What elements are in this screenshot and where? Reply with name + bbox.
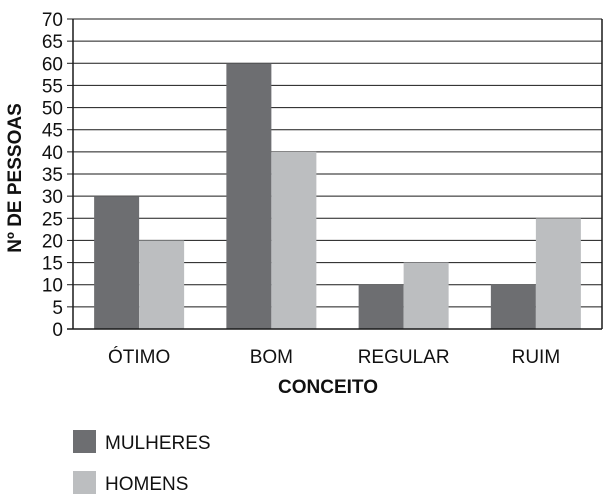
bar-mulheres-otimo xyxy=(94,196,140,329)
y-tick-label-10: 10 xyxy=(42,276,63,297)
y-tick-label-55: 55 xyxy=(42,76,63,97)
x-category-label-ruim: RUIM xyxy=(512,347,561,368)
y-tick-label-15: 15 xyxy=(42,254,63,275)
bars xyxy=(94,63,581,330)
y-tick-label-35: 35 xyxy=(42,165,63,186)
axes xyxy=(67,18,603,330)
y-tick-label-0: 0 xyxy=(52,320,63,341)
bar-mulheres-ruim xyxy=(490,284,536,329)
y-tick-label-25: 25 xyxy=(42,209,63,230)
x-category-label-bom: BOM xyxy=(250,347,293,368)
x-category-label-otimo: ÓTIMO xyxy=(108,346,170,368)
y-tick-label-60: 60 xyxy=(42,54,63,75)
y-tick-label-40: 40 xyxy=(42,143,63,164)
legend-label-homens: HOMENS xyxy=(105,474,188,495)
y-tick-label-30: 30 xyxy=(42,187,63,208)
y-tick-label-70: 70 xyxy=(42,10,63,31)
y-tick-label-5: 5 xyxy=(52,298,63,319)
legend-swatch-mulheres xyxy=(73,430,96,453)
legend-swatch-homens xyxy=(73,471,96,494)
bar-mulheres-bom xyxy=(226,63,272,330)
y-tick-label-50: 50 xyxy=(42,99,63,120)
bar-homens-regular xyxy=(403,262,449,329)
bar-homens-otimo xyxy=(139,240,185,329)
y-tick-label-45: 45 xyxy=(42,121,63,142)
x-category-label-regular: REGULAR xyxy=(358,347,450,368)
bar-mulheres-regular xyxy=(358,284,404,329)
y-tick-label-20: 20 xyxy=(42,231,63,252)
legend-label-mulheres: MULHERES xyxy=(105,433,211,454)
gridlines xyxy=(73,18,602,308)
x-axis-title: CONCEITO xyxy=(278,377,378,398)
bar-homens-bom xyxy=(271,151,317,329)
bar-homens-ruim xyxy=(535,218,581,329)
y-axis-title: Nº DE PESSOAS xyxy=(5,103,26,252)
x-category-labels: ÓTIMO BOM REGULAR RUIM xyxy=(108,346,560,368)
legend: MULHERES HOMENS xyxy=(73,430,211,495)
y-tick-label-65: 65 xyxy=(42,32,63,53)
